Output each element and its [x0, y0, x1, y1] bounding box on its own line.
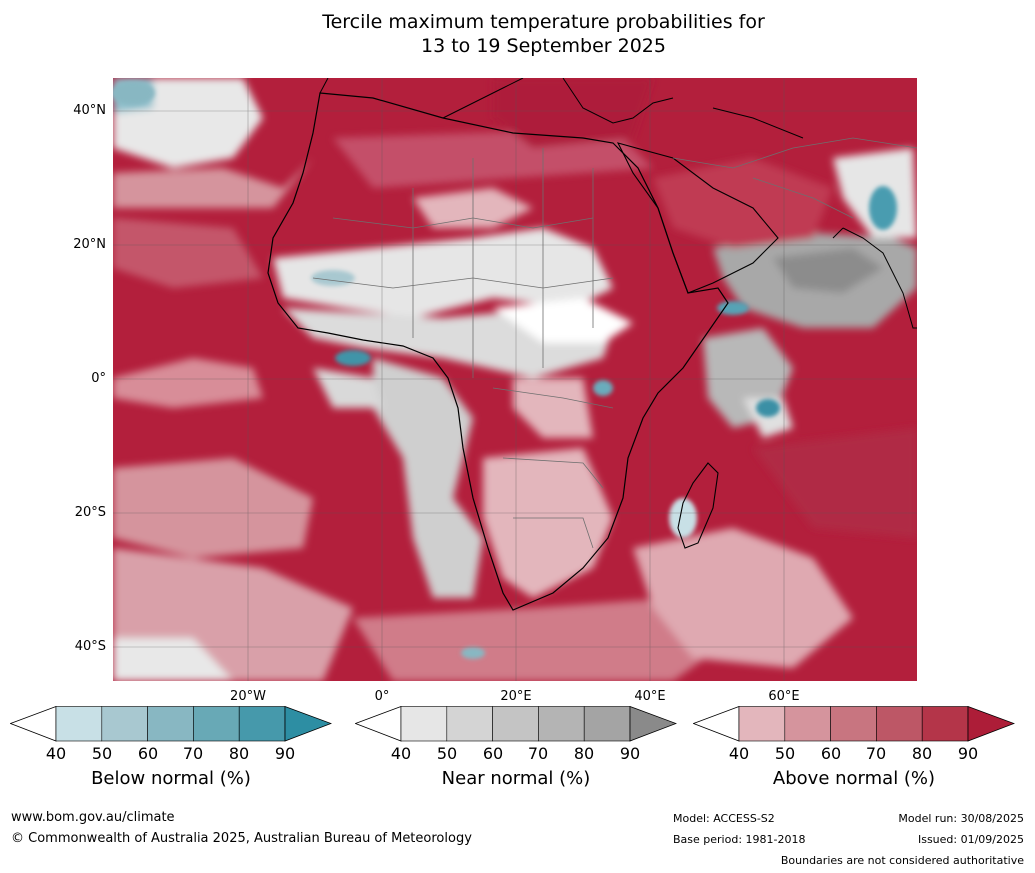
- lat-tick-20n: 20°N: [73, 237, 106, 252]
- colorbar-near-normal: [355, 706, 677, 742]
- footer-copyright: © Commonwealth of Australia 2025, Austra…: [11, 831, 472, 846]
- colorbar-segment: [538, 706, 585, 742]
- graticule: [113, 78, 917, 681]
- cb-below-tick-80: 80: [228, 744, 250, 763]
- cb-near-tick-60: 60: [482, 744, 504, 763]
- cb-above-label: Above normal (%): [772, 768, 936, 789]
- cb-above-tick-80: 80: [911, 744, 933, 763]
- cb-below-tick-60: 60: [137, 744, 159, 763]
- colorbar-segment: [400, 706, 448, 742]
- colorbar-over-triangle: [284, 706, 332, 742]
- lon-tick-20w: 20°W: [230, 689, 266, 704]
- colorbar-over-triangle: [967, 706, 1015, 742]
- footer-model-run: Model run: 30/08/2025: [898, 812, 1024, 825]
- lon-tick-0: 0°: [374, 689, 390, 704]
- footer-disclaimer: Boundaries are not considered authoritat…: [780, 854, 1024, 867]
- africa-coastline: [267, 92, 729, 611]
- map-canvas: [111, 77, 918, 681]
- country-borders: [312, 137, 918, 549]
- colorbar-segment: [921, 706, 969, 742]
- lat-tick-40n: 40°N: [73, 103, 106, 118]
- cb-above-tick-70: 70: [865, 744, 887, 763]
- cb-near-tick-70: 70: [527, 744, 549, 763]
- colorbar-segment: [147, 706, 194, 742]
- cb-above-tick-40: 40: [728, 744, 750, 763]
- colorbar-segment: [446, 706, 493, 742]
- arabia-coastline: [616, 142, 779, 294]
- colorbar-under-triangle: [693, 706, 740, 742]
- colorbar-below-normal: [10, 706, 332, 742]
- cb-above-tick-50: 50: [774, 744, 796, 763]
- cb-near-tick-50: 50: [436, 744, 458, 763]
- colorbar-over-triangle: [629, 706, 677, 742]
- cb-near-tick-80: 80: [573, 744, 595, 763]
- colorbar-segment: [193, 706, 240, 742]
- colorbar-segment: [738, 706, 786, 742]
- lon-tick-40e: 40°E: [634, 689, 666, 704]
- colorbar-segment: [830, 706, 877, 742]
- cb-below-tick-40: 40: [45, 744, 67, 763]
- probability-shading: [113, 78, 917, 681]
- lat-tick-0: 0°: [91, 371, 106, 386]
- cb-above-tick-90: 90: [957, 744, 979, 763]
- map-title: Tercile maximum temperature probabilitie…: [0, 10, 1035, 58]
- cb-below-tick-70: 70: [182, 744, 204, 763]
- footer-base-period: Base period: 1981-2018: [673, 833, 806, 846]
- colorbar-under-triangle: [355, 706, 402, 742]
- madagascar-outline: [677, 462, 719, 549]
- colorbar-segment: [55, 706, 103, 742]
- lat-tick-20s: 20°S: [74, 505, 106, 520]
- title-line-2: 13 to 19 September 2025: [421, 35, 666, 57]
- lon-tick-20e: 20°E: [500, 689, 532, 704]
- colorbar-above-normal: [693, 706, 1015, 742]
- footer-issued: Issued: 01/09/2025: [917, 833, 1024, 846]
- footer-website[interactable]: www.bom.gov.au/climate: [11, 810, 175, 825]
- cb-below-label: Below normal (%): [91, 768, 251, 789]
- europe-coastline: [319, 77, 804, 139]
- colorbar-under-triangle: [10, 706, 57, 742]
- cb-below-tick-90: 90: [274, 744, 296, 763]
- cb-near-label: Near normal (%): [441, 768, 591, 789]
- colorbar-segment: [101, 706, 148, 742]
- probability-map: [111, 77, 918, 681]
- cb-above-tick-60: 60: [820, 744, 842, 763]
- colorbar-segment: [583, 706, 631, 742]
- below-normal-spots: [111, 81, 897, 659]
- colorbar-segment: [238, 706, 286, 742]
- lat-tick-40s: 40°S: [74, 639, 106, 654]
- cb-near-tick-40: 40: [390, 744, 412, 763]
- lon-tick-60e: 60°E: [768, 689, 800, 704]
- colorbar-segment: [492, 706, 539, 742]
- cb-near-tick-90: 90: [619, 744, 641, 763]
- cb-below-tick-50: 50: [91, 744, 113, 763]
- colorbar-segment: [876, 706, 923, 742]
- india-coastline: [832, 227, 917, 329]
- title-line-1: Tercile maximum temperature probabilitie…: [322, 11, 765, 33]
- footer-model: Model: ACCESS-S2: [673, 812, 775, 825]
- colorbar-segment: [784, 706, 831, 742]
